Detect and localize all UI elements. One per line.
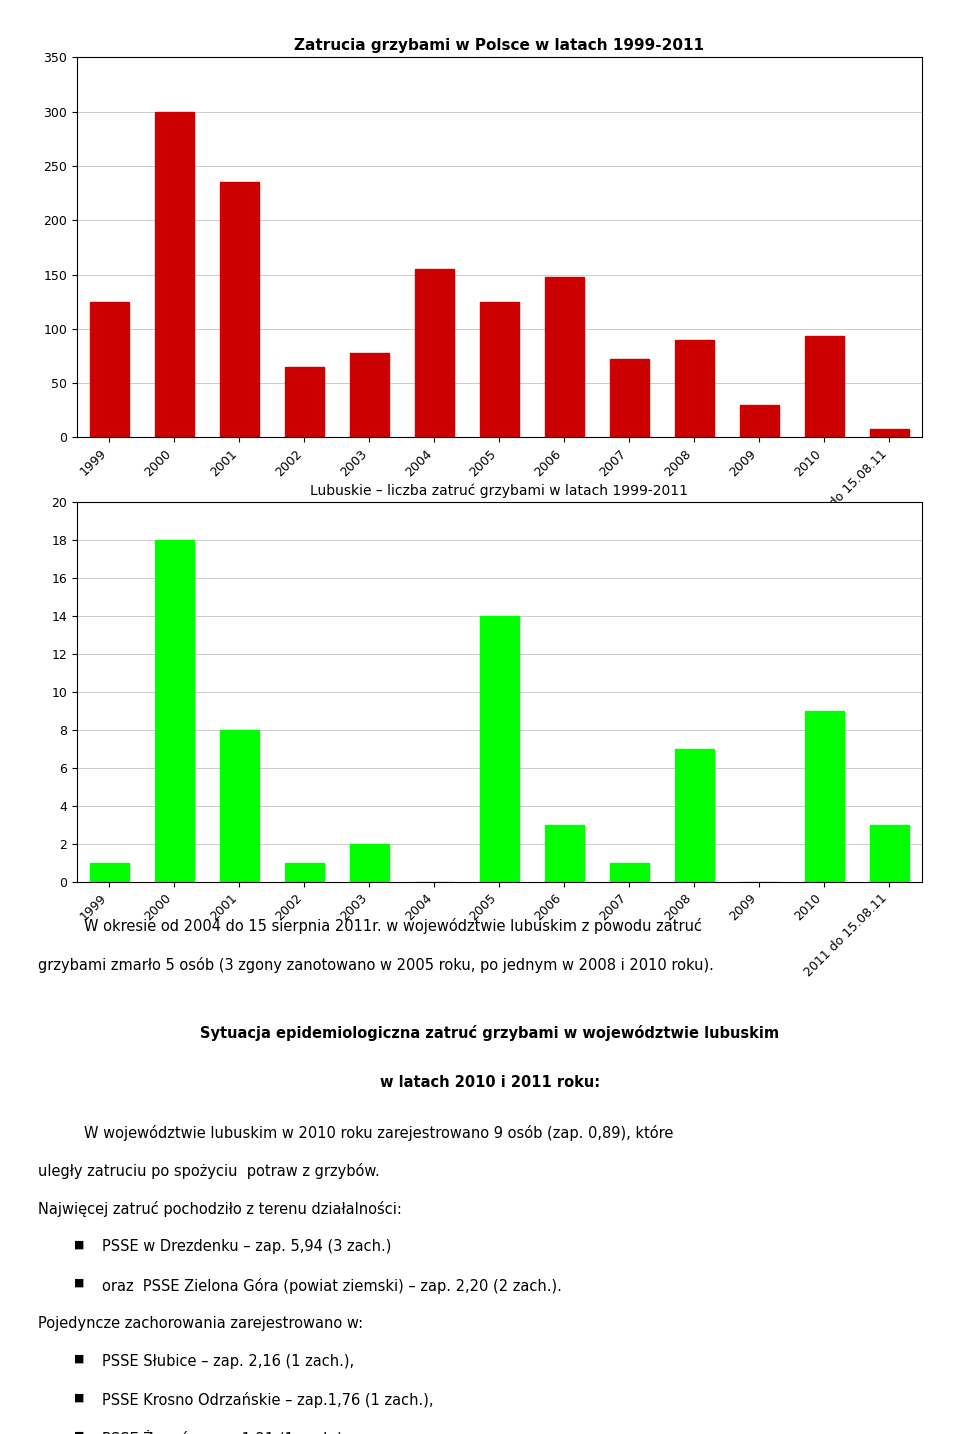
Bar bbox=[480, 301, 518, 437]
Bar bbox=[544, 277, 584, 437]
Bar bbox=[155, 541, 194, 882]
Bar bbox=[675, 749, 713, 882]
Bar bbox=[610, 358, 649, 437]
Bar bbox=[544, 825, 584, 882]
Text: PSSE Krosno Odrzańskie – zap.1,76 (1 zach.),: PSSE Krosno Odrzańskie – zap.1,76 (1 zac… bbox=[102, 1392, 433, 1408]
Bar bbox=[610, 863, 649, 882]
Text: grzybami zmarło 5 osób (3 zgony zanotowano w 2005 roku, po jednym w 2008 i 2010 : grzybami zmarło 5 osób (3 zgony zanotowa… bbox=[38, 956, 714, 972]
Title: Zatrucia grzybami w Polsce w latach 1999-2011: Zatrucia grzybami w Polsce w latach 1999… bbox=[294, 39, 705, 53]
Bar bbox=[220, 182, 259, 437]
Bar bbox=[415, 270, 454, 437]
Bar bbox=[870, 825, 908, 882]
Text: w latach 2010 i 2011 roku:: w latach 2010 i 2011 roku: bbox=[379, 1076, 600, 1090]
Bar bbox=[90, 863, 129, 882]
Bar bbox=[155, 112, 194, 437]
Bar bbox=[804, 711, 844, 882]
Text: PSSE w Drezdenku – zap. 5,94 (3 zach.): PSSE w Drezdenku – zap. 5,94 (3 zach.) bbox=[102, 1239, 391, 1255]
Text: PSSE Żagań – zap. 1,21 (1 zach.),: PSSE Żagań – zap. 1,21 (1 zach.), bbox=[102, 1431, 348, 1434]
Text: Pojedyncze zachorowania zarejestrowano w:: Pojedyncze zachorowania zarejestrowano w… bbox=[38, 1316, 364, 1331]
Text: PSSE Słubice – zap. 2,16 (1 zach.),: PSSE Słubice – zap. 2,16 (1 zach.), bbox=[102, 1354, 353, 1369]
Text: ■: ■ bbox=[75, 1239, 84, 1249]
Bar bbox=[220, 730, 259, 882]
Text: uległy zatruciu po spożyciu  potraw z grzybów.: uległy zatruciu po spożyciu potraw z grz… bbox=[38, 1163, 380, 1179]
Bar bbox=[675, 340, 713, 437]
Text: oraz  PSSE Zielona Góra (powiat ziemski) – zap. 2,20 (2 zach.).: oraz PSSE Zielona Góra (powiat ziemski) … bbox=[102, 1278, 562, 1293]
Bar bbox=[870, 429, 908, 437]
Text: ■: ■ bbox=[75, 1278, 84, 1288]
Bar bbox=[739, 404, 779, 437]
Bar bbox=[349, 353, 389, 437]
Text: Najwięcej zatruć pochodziło z terenu działalności:: Najwięcej zatruć pochodziło z terenu dzi… bbox=[38, 1202, 402, 1217]
Bar bbox=[285, 367, 324, 437]
Text: ■: ■ bbox=[75, 1392, 84, 1402]
Text: ■: ■ bbox=[75, 1354, 84, 1364]
Bar bbox=[349, 843, 389, 882]
Bar bbox=[480, 617, 518, 882]
Bar bbox=[804, 337, 844, 437]
Title: Lubuskie – liczba zatruć grzybami w latach 1999-2011: Lubuskie – liczba zatruć grzybami w lata… bbox=[310, 483, 688, 498]
Text: W okresie od 2004 do 15 sierpnia 2011r. w województwie lubuskim z powodu zatruć: W okresie od 2004 do 15 sierpnia 2011r. … bbox=[84, 918, 702, 935]
Bar bbox=[90, 301, 129, 437]
Text: W województwie lubuskim w 2010 roku zarejestrowano 9 osób (zap. 0,89), które: W województwie lubuskim w 2010 roku zare… bbox=[84, 1124, 673, 1141]
Text: Sytuacja epidemiologiczna zatruć grzybami w województwie lubuskim: Sytuacja epidemiologiczna zatruć grzybam… bbox=[200, 1025, 780, 1041]
Bar bbox=[285, 863, 324, 882]
Text: ■: ■ bbox=[75, 1431, 84, 1434]
